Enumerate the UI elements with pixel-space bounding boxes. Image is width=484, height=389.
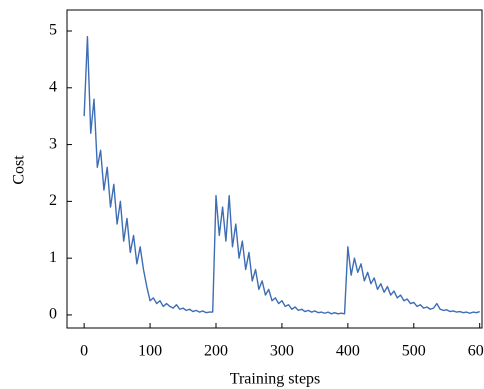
plot-frame <box>66 9 483 329</box>
x-tick-label: 100 <box>138 343 162 360</box>
y-tick-label: 3 <box>49 135 57 152</box>
x-tick-label: 0 <box>80 343 88 360</box>
x-axis-label: Training steps <box>230 371 321 388</box>
y-tick-label: 5 <box>49 22 57 39</box>
y-axis-label: Cost <box>11 155 28 185</box>
x-tick-label: 400 <box>336 343 360 360</box>
cost-line <box>83 35 480 315</box>
y-tick-label: 2 <box>49 192 57 209</box>
y-tick-label: 0 <box>49 306 57 323</box>
y-tick-label: 4 <box>49 78 57 95</box>
x-tick-label: 200 <box>204 343 228 360</box>
y-tick-label: 1 <box>49 249 57 266</box>
x-tick-label: 600 <box>468 343 484 360</box>
x-tick-label: 500 <box>402 343 426 360</box>
x-tick-label: 300 <box>270 343 294 360</box>
